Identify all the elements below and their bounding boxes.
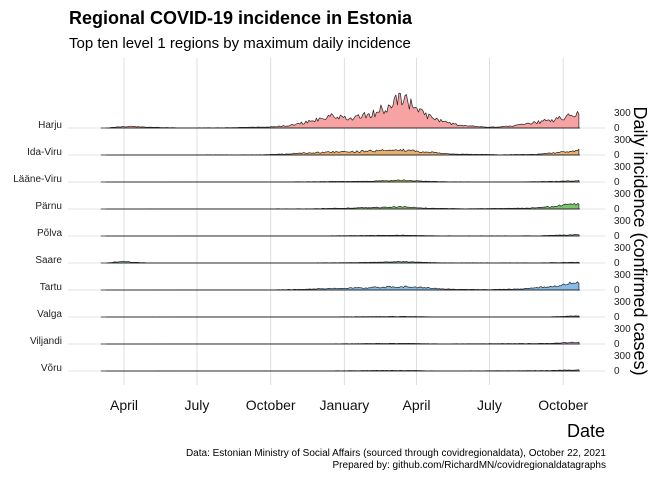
- y-tick-label: 300: [614, 351, 631, 362]
- ridge-row-ida-viru: Ida-Viru 0 300: [27, 135, 631, 161]
- y-tick-label: 0: [614, 123, 620, 134]
- x-tick-labels: April July October January April July October: [110, 397, 588, 413]
- y-tick-label: 300: [614, 189, 631, 200]
- row-label: Harju: [38, 120, 62, 131]
- row-label: Pärnu: [35, 201, 62, 212]
- y-tick-label: 0: [614, 177, 620, 188]
- ridge-row-saare: Saare 0 300: [35, 243, 631, 269]
- x-tick-label: July: [185, 397, 210, 413]
- y-tick-label: 300: [614, 135, 631, 146]
- y-tick-label: 0: [614, 285, 620, 296]
- row-label: Valga: [37, 309, 62, 320]
- y-tick-label: 0: [614, 258, 620, 269]
- x-tick-label: January: [320, 397, 370, 413]
- ridge-area: [106, 281, 580, 291]
- y-tick-label: 0: [614, 204, 620, 215]
- chart-title: Regional COVID-19 incidence in Estonia: [69, 8, 413, 28]
- y-tick-label: 0: [614, 231, 620, 242]
- caption-prepared-by: Prepared by: github.com/RichardMN/covidr…: [332, 460, 606, 471]
- y-tick-label: 0: [614, 366, 620, 377]
- caption-data-source: Data: Estonian Ministry of Social Affair…: [185, 448, 606, 459]
- row-label: Ida-Viru: [27, 147, 62, 158]
- grid-layer: [123, 58, 564, 385]
- ridge-area: [106, 92, 580, 129]
- y-tick-label: 300: [614, 297, 631, 308]
- y-axis-title: Daily incidence (confirmed cases): [630, 106, 650, 375]
- y-tick-label: 300: [614, 270, 631, 281]
- row-label: Tartu: [40, 282, 62, 293]
- chart-subtitle: Top ten level 1 regions by maximum daily…: [69, 35, 411, 52]
- y-tick-label: 300: [614, 216, 631, 227]
- ridge-row-v-ru: Võru 0 300: [41, 351, 631, 377]
- caption: Data: Estonian Ministry of Social Affair…: [186, 448, 606, 472]
- row-label: Lääne-Viru: [13, 174, 62, 185]
- x-axis-title: Date: [567, 421, 605, 441]
- x-tick-label: April: [403, 397, 431, 413]
- row-label: Viljandi: [30, 336, 62, 347]
- y-tick-label: 0: [614, 339, 620, 350]
- ridge-area: [106, 202, 580, 210]
- ridge-row-tartu: Tartu 0 300: [40, 270, 631, 296]
- y-tick-label: 0: [614, 312, 620, 323]
- y-tick-label: 0: [614, 150, 620, 161]
- ridge-row-p-rnu: Pärnu 0 300: [35, 189, 631, 215]
- x-tick-label: April: [110, 397, 138, 413]
- row-label: Põlva: [37, 228, 62, 239]
- row-label: Saare: [35, 255, 62, 266]
- ridge-row-l-ne-viru: Lääne-Viru 0 300: [13, 162, 631, 188]
- ridge-row-valga: Valga 0 300: [37, 297, 631, 323]
- row-label: Võru: [41, 363, 62, 374]
- x-tick-label: October: [538, 397, 588, 413]
- y-tick-label: 300: [614, 243, 631, 254]
- y-tick-label: 300: [614, 324, 631, 335]
- ridge-area: [106, 148, 580, 156]
- ridge-row-harju: Harju 0 300: [38, 92, 631, 134]
- x-tick-label: October: [246, 397, 296, 413]
- y-tick-label: 300: [614, 108, 631, 119]
- x-tick-label: July: [477, 397, 502, 413]
- ridge-row-viljandi: Viljandi 0 300: [30, 324, 631, 350]
- y-tick-label: 300: [614, 162, 631, 173]
- ridge-row-p-lva: Põlva 0 300: [37, 216, 631, 242]
